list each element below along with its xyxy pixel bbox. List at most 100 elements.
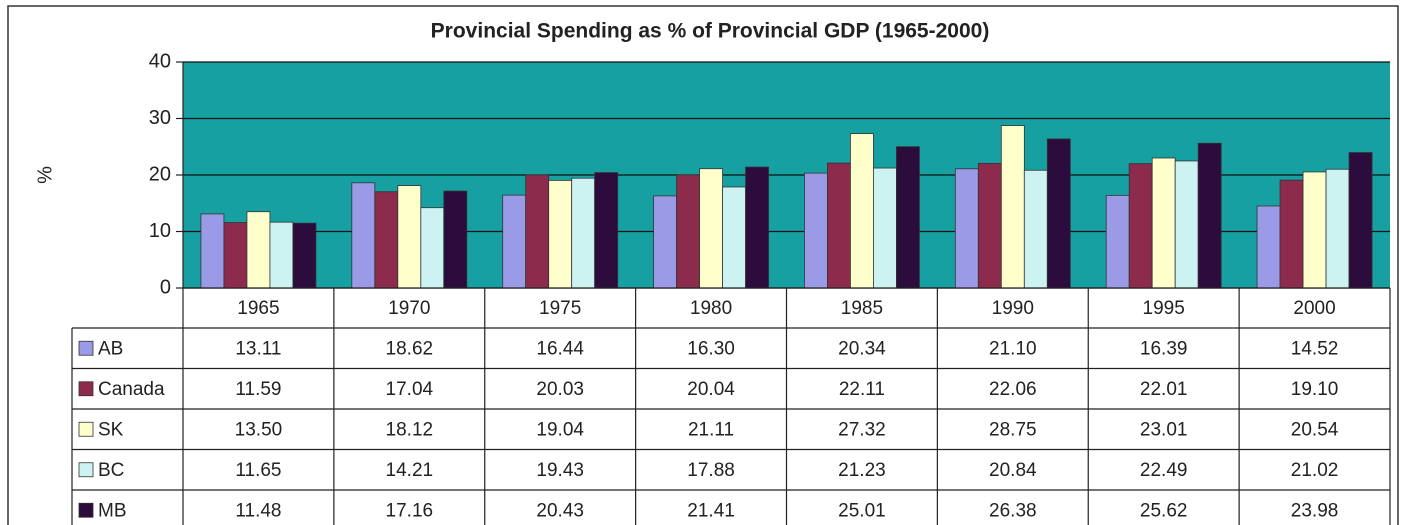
bar <box>1000 125 1025 289</box>
table-value: 16.44 <box>536 338 584 359</box>
bar <box>1023 169 1048 289</box>
table-value: 23.01 <box>1140 419 1188 440</box>
x-tick-label: 1985 <box>841 298 883 319</box>
y-tick-label: 40 <box>149 50 171 72</box>
bar <box>954 168 979 289</box>
table-value: 14.21 <box>386 460 434 481</box>
table-value: 13.11 <box>235 338 281 359</box>
bar <box>1302 171 1327 289</box>
table-value: 25.62 <box>1140 500 1188 521</box>
table-value: 11.65 <box>235 460 281 481</box>
y-axis-label: % <box>34 166 56 184</box>
table-value: 22.11 <box>839 379 885 400</box>
x-tick-label: 1975 <box>539 298 581 319</box>
bar <box>977 162 1002 289</box>
bar <box>850 133 874 289</box>
bar <box>873 167 897 289</box>
y-tick-label: 30 <box>149 107 171 129</box>
legend-swatch <box>78 421 94 437</box>
table-value: 18.12 <box>386 419 434 440</box>
table-value: 22.01 <box>1140 379 1188 400</box>
bar <box>722 186 746 289</box>
table-value: 25.01 <box>838 500 886 521</box>
legend-label: Canada <box>98 379 165 400</box>
bar <box>246 211 271 289</box>
bar <box>374 191 399 289</box>
bar <box>1256 205 1281 289</box>
bar <box>1325 168 1350 289</box>
legend-label: AB <box>98 338 123 359</box>
table-value: 17.16 <box>386 500 434 521</box>
table-value: 11.48 <box>235 500 281 521</box>
bar <box>269 221 294 289</box>
x-tick-label: 1995 <box>1143 298 1185 319</box>
table-value: 28.75 <box>989 419 1037 440</box>
table-value: 26.38 <box>989 500 1037 521</box>
table-value: 20.03 <box>536 379 584 400</box>
x-tick-label: 1970 <box>388 298 430 319</box>
legend-label: MB <box>98 500 127 521</box>
table-value: 21.10 <box>989 338 1037 359</box>
bar <box>1151 157 1176 289</box>
bar <box>1348 152 1373 289</box>
table-value: 22.49 <box>1140 460 1188 481</box>
bar <box>1105 194 1130 289</box>
legend-swatch <box>78 340 94 356</box>
table-value: 11.59 <box>235 379 281 400</box>
legend-label: BC <box>98 460 124 481</box>
bar <box>502 194 527 289</box>
bar <box>223 222 248 289</box>
bar <box>397 185 422 289</box>
table-value: 20.34 <box>838 338 886 359</box>
legend-swatch <box>78 502 94 518</box>
table-value: 20.43 <box>536 500 584 521</box>
table-value: 16.30 <box>687 338 735 359</box>
table-value: 21.23 <box>838 460 886 481</box>
table-value: 22.06 <box>989 379 1037 400</box>
bar <box>292 222 317 289</box>
bar <box>420 207 445 289</box>
bar <box>745 166 769 289</box>
table-value: 13.50 <box>235 419 283 440</box>
table-value: 21.11 <box>688 419 734 440</box>
bar <box>571 177 596 289</box>
bar <box>200 213 225 289</box>
y-tick-label: 10 <box>149 220 171 242</box>
legend-label: SK <box>98 419 124 440</box>
legend-swatch <box>78 462 94 478</box>
table-value: 19.10 <box>1291 379 1339 400</box>
table-value: 14.52 <box>1291 338 1339 359</box>
table-value: 21.02 <box>1291 460 1339 481</box>
y-tick-label: 0 <box>160 276 171 298</box>
x-tick-label: 1965 <box>237 298 279 319</box>
legend-swatch <box>78 381 94 397</box>
x-tick-label: 1980 <box>690 298 732 319</box>
x-tick-label: 2000 <box>1293 298 1335 319</box>
bar <box>653 195 677 289</box>
bar <box>1046 138 1071 289</box>
table-value: 23.98 <box>1291 500 1339 521</box>
table-value: 19.04 <box>536 419 584 440</box>
x-tick-label: 1990 <box>992 298 1034 319</box>
table-value: 20.04 <box>687 379 735 400</box>
table-value: 21.41 <box>687 500 735 521</box>
bar <box>1128 163 1153 289</box>
table-value: 27.32 <box>838 419 886 440</box>
table-value: 20.54 <box>1291 419 1339 440</box>
bar <box>1197 142 1222 289</box>
chart-title: Provincial Spending as % of Provincial G… <box>431 20 990 43</box>
bar <box>1174 160 1199 289</box>
bar <box>804 172 828 289</box>
bar <box>594 172 619 289</box>
bar <box>1279 179 1304 289</box>
table-value: 19.43 <box>536 460 584 481</box>
bar <box>351 182 376 289</box>
table-value: 17.88 <box>687 460 735 481</box>
bar <box>525 174 550 289</box>
table-value: 16.39 <box>1140 338 1188 359</box>
bar <box>896 146 920 289</box>
bar <box>443 190 468 289</box>
bar <box>827 162 851 289</box>
